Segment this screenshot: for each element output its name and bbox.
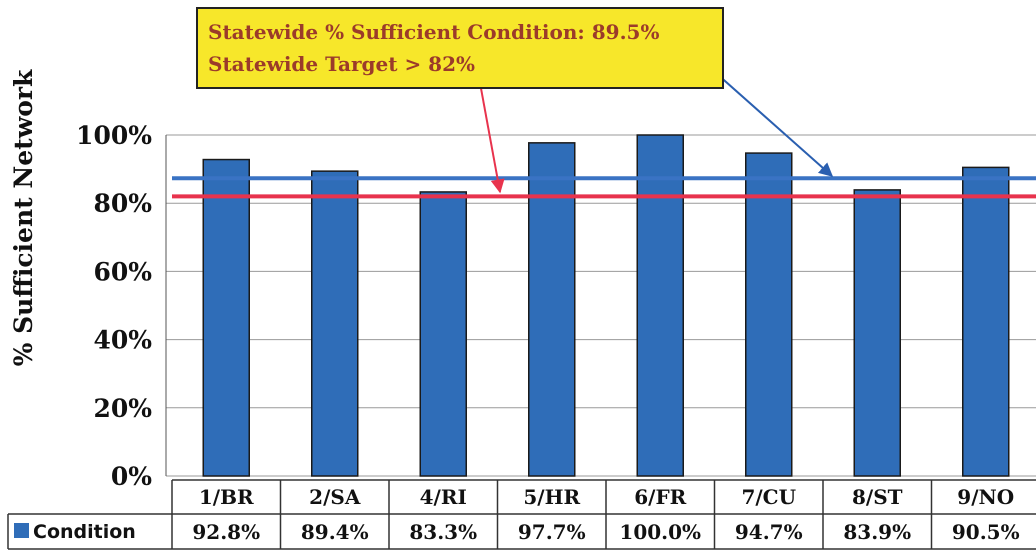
data-value-label: 92.8% xyxy=(192,520,260,544)
y-tick-label: 60% xyxy=(93,257,152,286)
y-tick-label: 20% xyxy=(93,394,152,423)
statewide-callout: Statewide % Sufficient Condition: 89.5% … xyxy=(196,7,724,89)
data-value-label: 94.7% xyxy=(735,520,803,544)
x-category-label: 7/CU xyxy=(741,485,796,509)
legend-label: Condition xyxy=(33,521,136,543)
x-category-label: 6/FR xyxy=(634,485,686,509)
data-table: 1/BR 92.8% 2/SA 89.4% 4/RI 83.3% 5/HR 97.7% 6/FR… xyxy=(7,479,1036,550)
callout-line-sufficient: Statewide % Sufficient Condition: 89.5% xyxy=(208,20,660,44)
bar xyxy=(853,189,901,477)
data-value-label: 90.5% xyxy=(952,520,1020,544)
bar xyxy=(745,152,793,477)
x-category-label: 2/SA xyxy=(309,485,361,509)
y-axis-label: % Sufficient Network xyxy=(9,69,38,366)
data-value-label: 89.4% xyxy=(301,520,369,544)
target-arrow xyxy=(477,71,505,194)
bars xyxy=(202,134,1010,477)
x-category-label: 8/ST xyxy=(852,485,903,509)
bar xyxy=(528,142,576,477)
x-category-label: 1/BR xyxy=(199,485,254,509)
x-category-label: 5/HR xyxy=(523,485,580,509)
data-value-label: 100.0% xyxy=(619,520,701,544)
bar xyxy=(636,134,684,477)
gridlines xyxy=(165,134,1036,477)
bar xyxy=(962,166,1010,477)
y-tick-label: 80% xyxy=(93,189,152,218)
bar xyxy=(202,158,250,477)
y-tick-label: 40% xyxy=(93,326,152,355)
y-axis-ticks: 0% 20% 40% 60% 80% 100% xyxy=(76,121,152,491)
x-category-label: 4/RI xyxy=(420,485,467,509)
x-category-label: 9/NO xyxy=(957,485,1014,509)
y-tick-label: 100% xyxy=(76,121,152,150)
reference-lines xyxy=(172,176,1036,199)
y-tick-label: 0% xyxy=(111,462,152,491)
data-value-label: 97.7% xyxy=(518,520,586,544)
callout-line-target: Statewide Target > 82% xyxy=(208,52,476,76)
bar xyxy=(419,191,467,477)
data-value-label: 83.3% xyxy=(409,520,477,544)
legend-swatch xyxy=(14,523,29,538)
bar xyxy=(311,170,359,477)
data-value-label: 83.9% xyxy=(843,520,911,544)
